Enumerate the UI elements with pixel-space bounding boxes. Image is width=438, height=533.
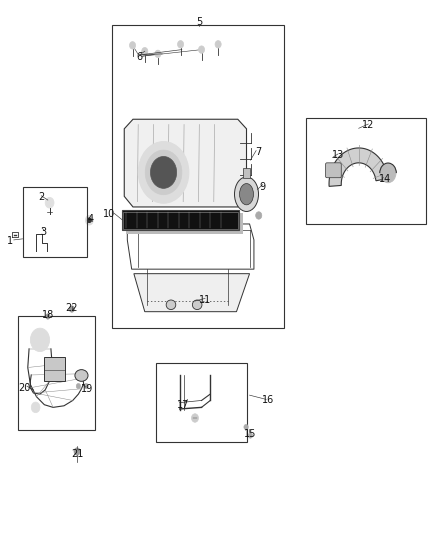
- Circle shape: [74, 448, 80, 455]
- Bar: [18, 316, 95, 430]
- Circle shape: [88, 218, 91, 222]
- Text: 7: 7: [255, 147, 261, 157]
- Text: 9: 9: [260, 182, 266, 192]
- Text: 4: 4: [87, 214, 93, 224]
- Circle shape: [84, 383, 88, 389]
- Bar: [155, 364, 247, 442]
- Text: 6: 6: [137, 52, 143, 61]
- Text: 13: 13: [332, 150, 344, 160]
- Circle shape: [76, 383, 81, 389]
- Circle shape: [150, 157, 177, 188]
- Bar: [112, 25, 284, 328]
- Text: 5: 5: [196, 17, 202, 27]
- Bar: [126, 213, 243, 233]
- Text: 1: 1: [7, 236, 14, 246]
- Circle shape: [198, 46, 205, 53]
- Ellipse shape: [234, 177, 258, 212]
- Circle shape: [256, 212, 262, 219]
- Circle shape: [30, 328, 49, 352]
- Circle shape: [130, 42, 136, 49]
- Circle shape: [142, 47, 148, 55]
- Text: 2: 2: [38, 192, 44, 203]
- Text: 16: 16: [262, 395, 274, 406]
- Text: 17: 17: [177, 400, 189, 410]
- Text: 12: 12: [362, 120, 374, 130]
- Circle shape: [138, 142, 189, 203]
- Circle shape: [69, 306, 74, 312]
- Bar: [23, 187, 87, 257]
- Text: 10: 10: [103, 209, 115, 220]
- Bar: [124, 212, 238, 229]
- Circle shape: [248, 433, 253, 438]
- Circle shape: [155, 50, 161, 58]
- Ellipse shape: [166, 300, 176, 310]
- Text: 18: 18: [42, 310, 54, 320]
- Bar: [44, 357, 65, 381]
- Text: 15: 15: [244, 429, 257, 439]
- Text: 19: 19: [81, 384, 93, 394]
- Bar: [122, 210, 239, 230]
- Polygon shape: [329, 148, 388, 187]
- Circle shape: [31, 402, 40, 413]
- Circle shape: [145, 150, 182, 195]
- Circle shape: [45, 197, 54, 208]
- Text: 11: 11: [199, 295, 211, 305]
- FancyBboxPatch shape: [325, 163, 341, 177]
- Circle shape: [85, 215, 93, 225]
- Text: 22: 22: [66, 303, 78, 313]
- Circle shape: [215, 41, 221, 48]
- Circle shape: [177, 41, 184, 48]
- Text: 21: 21: [71, 449, 83, 458]
- Ellipse shape: [75, 369, 88, 381]
- Text: 3: 3: [40, 227, 46, 237]
- Circle shape: [380, 164, 396, 183]
- Text: 20: 20: [18, 383, 31, 393]
- Bar: [306, 118, 426, 224]
- Polygon shape: [124, 119, 247, 207]
- Circle shape: [244, 424, 248, 430]
- Circle shape: [191, 414, 198, 422]
- Ellipse shape: [192, 300, 202, 310]
- Bar: [243, 167, 250, 178]
- Ellipse shape: [240, 183, 254, 205]
- Text: 14: 14: [379, 174, 391, 184]
- Polygon shape: [134, 273, 250, 312]
- Circle shape: [46, 314, 50, 319]
